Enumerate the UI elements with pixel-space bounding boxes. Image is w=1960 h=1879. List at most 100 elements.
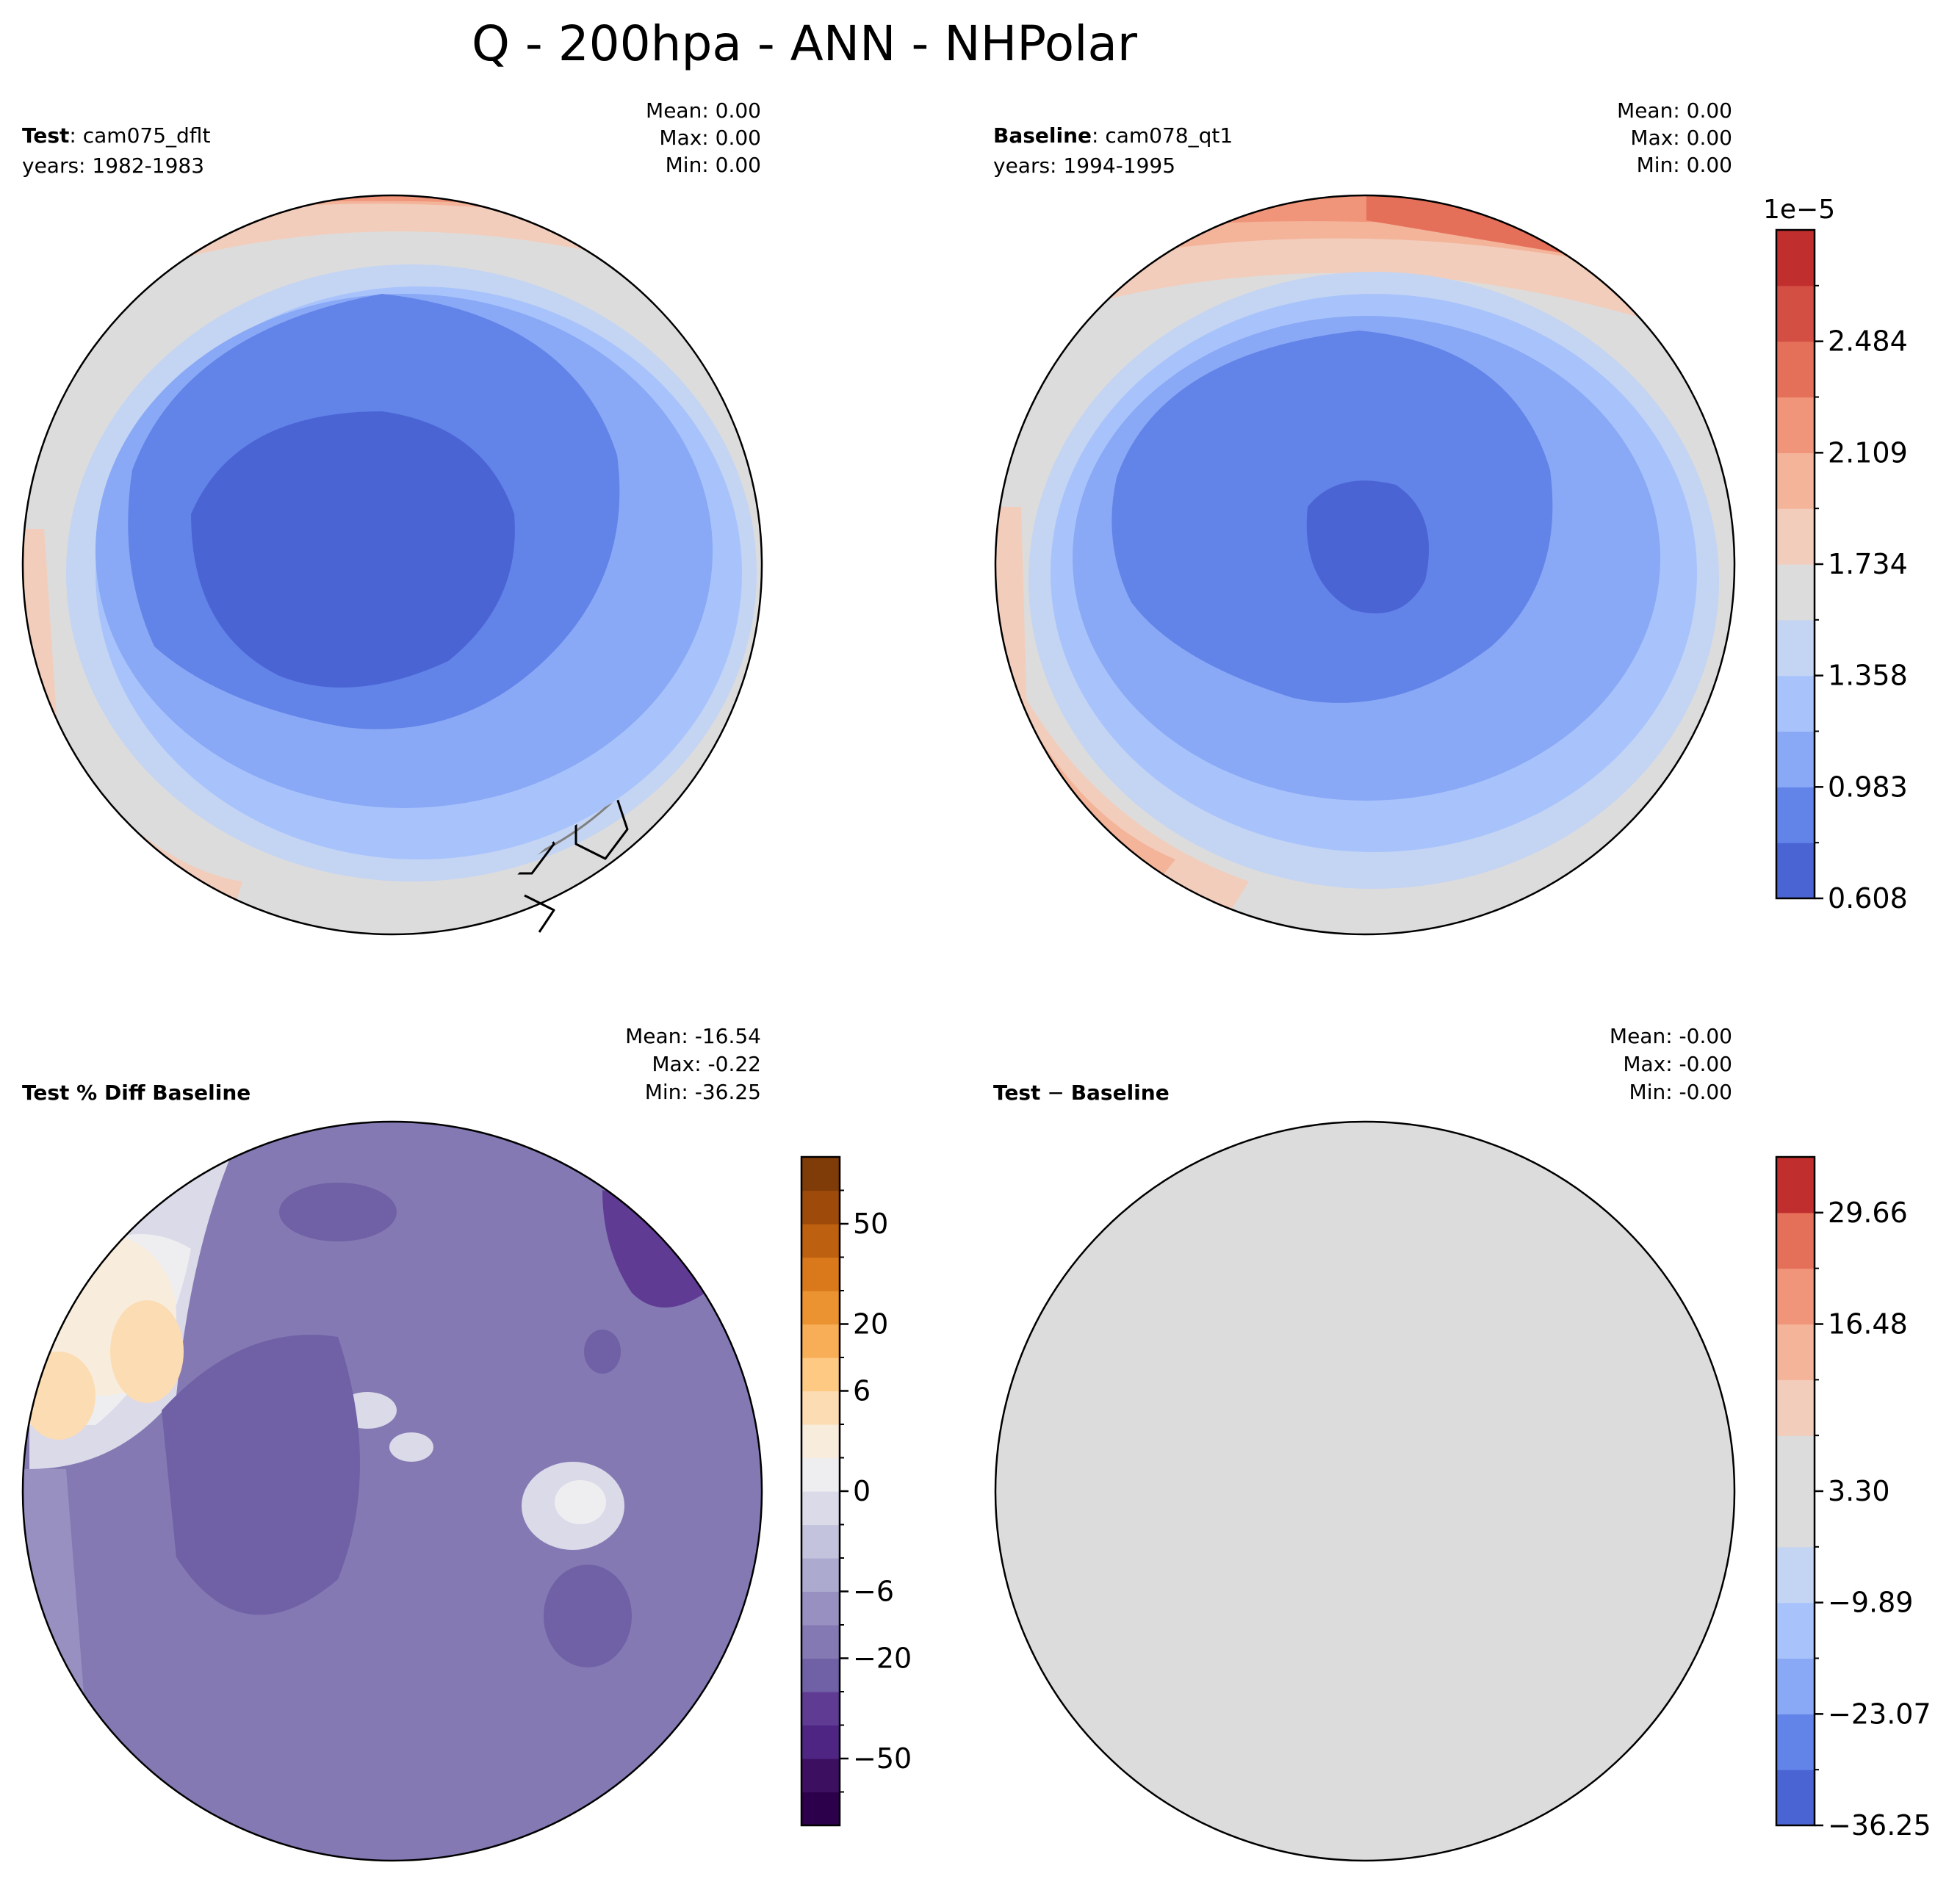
colorbar-pctdiff-swatch	[801, 1391, 840, 1425]
colorbar-pctdiff-swatch	[801, 1324, 840, 1358]
colorbar-diff-swatch	[1776, 1714, 1815, 1770]
baseline-label-bold: Baseline	[993, 123, 1092, 148]
colorbar-diff-swatch	[1776, 1658, 1815, 1714]
colorbar-top-swatch	[1776, 285, 1815, 342]
colorbar-diff-swatch	[1776, 1435, 1815, 1492]
colorbar-pctdiff-swatch	[801, 1257, 840, 1291]
colorbar-pctdiff-swatch	[801, 1792, 840, 1826]
colorbar-pctdiff-tick-label: 20	[853, 1308, 888, 1341]
baseline-min: Min: 0.00	[1637, 153, 1732, 177]
colorbar-pctdiff-tick-label: 0	[853, 1475, 871, 1507]
colorbar-top-tick-label: 1.358	[1828, 660, 1908, 692]
colorbar-diff-tick-label: 3.30	[1828, 1475, 1890, 1507]
map-border-test	[21, 194, 763, 936]
test-mean: Mean: 0.00	[646, 98, 761, 123]
colorbar-diff-swatch	[1776, 1491, 1815, 1548]
colorbar-diff-swatch	[1776, 1268, 1815, 1325]
colorbar-diff-tick-label: 16.48	[1828, 1308, 1908, 1341]
colorbar-pctdiff-swatch	[801, 1591, 840, 1626]
test-years: years: 1982-1983	[22, 154, 204, 178]
colorbar-pctdiff-tick-label: −6	[853, 1576, 894, 1608]
baseline-max: Max: 0.00	[1630, 126, 1732, 150]
panel-header-test: Test: cam075_dflt years: 1982-1983 Mean:…	[22, 98, 761, 178]
test-label-case: : cam075_dflt	[69, 123, 210, 148]
colorbar-diff-tick-label: −36.25	[1828, 1809, 1931, 1842]
colorbar-top-tick-label: 0.983	[1828, 771, 1908, 803]
colorbar-diff: 29.66 16.48 3.30 −9.89 −23.07 −36.25	[1775, 1155, 1931, 1842]
pctdiff-min: Min: -36.25	[645, 1080, 761, 1104]
colorbar-top-swatch	[1776, 564, 1815, 621]
colorbar-pctdiff-swatch	[801, 1558, 840, 1593]
colorbar-pctdiff: 50 20 6 0 −6 −20 −50	[800, 1155, 912, 1827]
colorbar-diff-tick-label: −23.07	[1828, 1698, 1931, 1730]
baseline-label-case: : cam078_qt1	[1092, 123, 1233, 148]
colorbar-pctdiff-swatch	[801, 1692, 840, 1726]
map-border-diff	[994, 1120, 1736, 1862]
colorbar-diff-tick-label: 29.66	[1828, 1197, 1908, 1229]
pctdiff-mean: Mean: -16.54	[625, 1024, 761, 1048]
diff-mean: Mean: -0.00	[1610, 1024, 1732, 1048]
pctdiff-label: Test % Diff Baseline	[22, 1081, 251, 1105]
colorbar-top-swatch	[1776, 230, 1815, 286]
test-min: Min: 0.00	[666, 153, 761, 177]
colorbar-top-swatch	[1776, 452, 1815, 509]
colorbar-pctdiff-swatch	[801, 1190, 840, 1225]
colorbar-pctdiff-swatch	[801, 1759, 840, 1793]
colorbar-top-tick-label: 0.608	[1828, 882, 1908, 915]
colorbar-pctdiff-tick-label: 6	[853, 1375, 871, 1407]
map-border-pctdiff	[21, 1120, 763, 1862]
panel-header-baseline: Baseline: cam078_qt1 years: 1994-1995 Me…	[993, 98, 1732, 178]
colorbar-pctdiff-tick-label: −20	[853, 1642, 912, 1675]
figure-title: Q - 200hpa - ANN - NHPolar	[472, 15, 1138, 72]
diff-label-test: Test	[993, 1081, 1040, 1105]
colorbar-top-swatch	[1776, 843, 1815, 899]
svg-text:Test: cam075_dflt: Test: cam075_dflt	[22, 123, 210, 148]
diff-label-baseline: Baseline	[1071, 1081, 1170, 1105]
colorbar-diff-swatch	[1776, 1546, 1815, 1604]
colorbar-diff-swatch	[1776, 1157, 1815, 1213]
colorbar-pctdiff-swatch	[801, 1625, 840, 1659]
colorbar-top-swatch	[1776, 508, 1815, 565]
colorbar-pctdiff-swatch	[801, 1524, 840, 1559]
colorbar-pctdiff-swatch	[801, 1157, 840, 1191]
colorbar-diff-tick-label: −9.89	[1828, 1587, 1913, 1619]
colorbar-pctdiff-swatch	[801, 1491, 840, 1526]
colorbar-diff-swatch	[1776, 1770, 1815, 1826]
colorbar-diff-swatch	[1776, 1324, 1815, 1380]
colorbar-top-swatch	[1776, 341, 1815, 398]
map-test	[23, 195, 762, 934]
colorbar-pctdiff-swatch	[801, 1291, 840, 1325]
colorbar-pctdiff-swatch	[801, 1725, 840, 1759]
colorbar-pctdiff-swatch	[801, 1424, 840, 1459]
baseline-mean: Mean: 0.00	[1617, 98, 1732, 123]
map-diff	[995, 1122, 1734, 1861]
colorbar-diff-swatch	[1776, 1602, 1815, 1659]
colorbar-top-tick-label: 1.734	[1828, 548, 1908, 580]
test-label-bold: Test	[22, 123, 69, 148]
map-border-baseline	[994, 194, 1736, 936]
colorbar-pctdiff-tick-label: 50	[853, 1208, 888, 1240]
colorbar-top-swatch	[1776, 731, 1815, 787]
panel-header-diff: Test − Baseline Mean: -0.00 Max: -0.00 M…	[993, 1024, 1732, 1105]
colorbar-pctdiff-swatch	[801, 1224, 840, 1258]
colorbar-pctdiff-swatch	[801, 1457, 840, 1492]
test-max: Max: 0.00	[659, 126, 761, 150]
colorbar-pctdiff-swatch	[801, 1658, 840, 1692]
colorbar-diff-swatch	[1776, 1212, 1815, 1269]
colorbar-pctdiff-tick-label: −50	[853, 1742, 912, 1775]
pctdiff-max: Max: -0.22	[652, 1052, 761, 1076]
baseline-years: years: 1994-1995	[993, 154, 1175, 178]
diff-label-op: −	[1040, 1081, 1070, 1105]
svg-text:Test − Baseline: Test − Baseline	[993, 1081, 1170, 1105]
colorbar-top-tick-label: 2.109	[1828, 436, 1908, 469]
svg-text:Baseline: cam078_qt1: Baseline: cam078_qt1	[993, 123, 1233, 148]
colorbar-diff-swatch	[1776, 1380, 1815, 1436]
colorbar-top-exponent: 1e−5	[1763, 195, 1835, 225]
colorbar-top: 0.608 0.983 1.358 1.734 2.109 2.484 1e−5	[1763, 195, 1908, 915]
diff-max: Max: -0.00	[1623, 1052, 1732, 1076]
coastline	[524, 894, 555, 933]
colorbar-top-tick-label: 2.484	[1828, 325, 1908, 358]
map-pctdiff	[23, 1122, 762, 1861]
colorbar-pctdiff-swatch	[801, 1357, 840, 1392]
